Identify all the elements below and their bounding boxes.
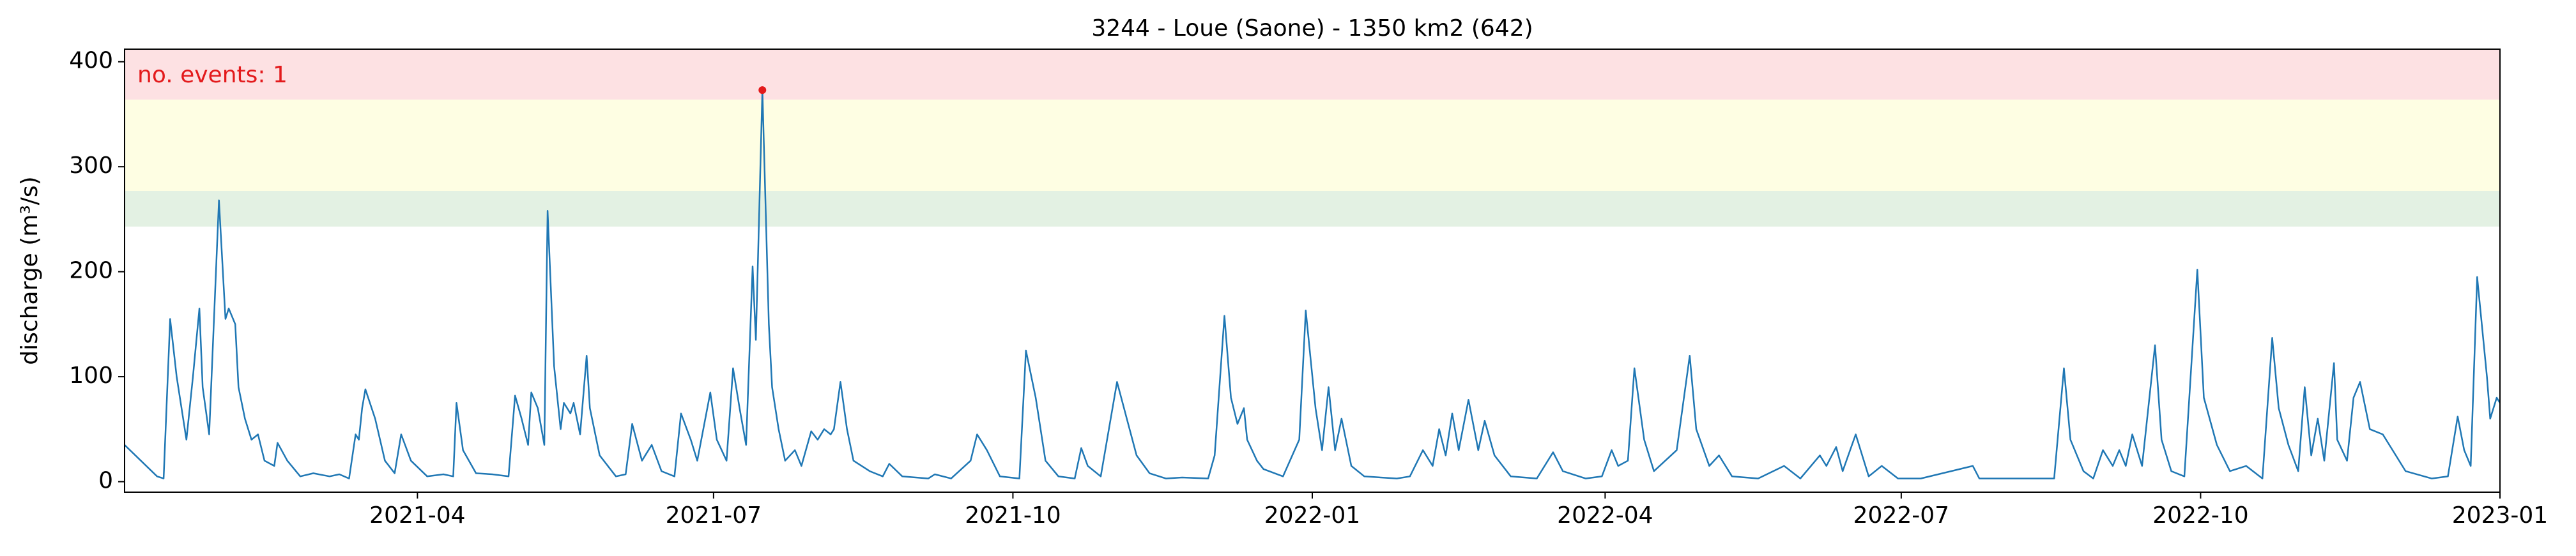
event-marker [758, 86, 767, 94]
threshold-band [125, 191, 2500, 227]
threshold-band [125, 49, 2500, 100]
x-tick-label: 2022-01 [1264, 502, 1360, 529]
y-tick-label: 100 [69, 363, 113, 389]
x-tick-label: 2022-10 [2152, 502, 2248, 529]
x-tick-label: 2022-04 [1557, 502, 1653, 529]
y-axis-label: discharge (m³/s) [17, 176, 43, 364]
discharge-line [124, 89, 2501, 479]
x-tick-label: 2021-10 [965, 502, 1061, 529]
y-tick-label: 300 [69, 153, 113, 179]
y-tick-label: 0 [98, 468, 113, 494]
plot-frame [124, 49, 2501, 493]
x-tick-label: 2023-01 [2452, 502, 2548, 529]
chart-title: 3244 - Loue (Saone) - 1350 km2 (642) [1091, 15, 1533, 41]
x-tick-label: 2021-07 [666, 502, 762, 529]
x-tick-label: 2021-04 [369, 502, 465, 529]
x-tick-label: 2022-07 [1853, 502, 1949, 529]
annotation: no. events: 1 [137, 62, 288, 88]
y-tick-label: 200 [69, 258, 113, 284]
y-tick-label: 400 [69, 48, 113, 74]
threshold-band [125, 99, 2500, 192]
